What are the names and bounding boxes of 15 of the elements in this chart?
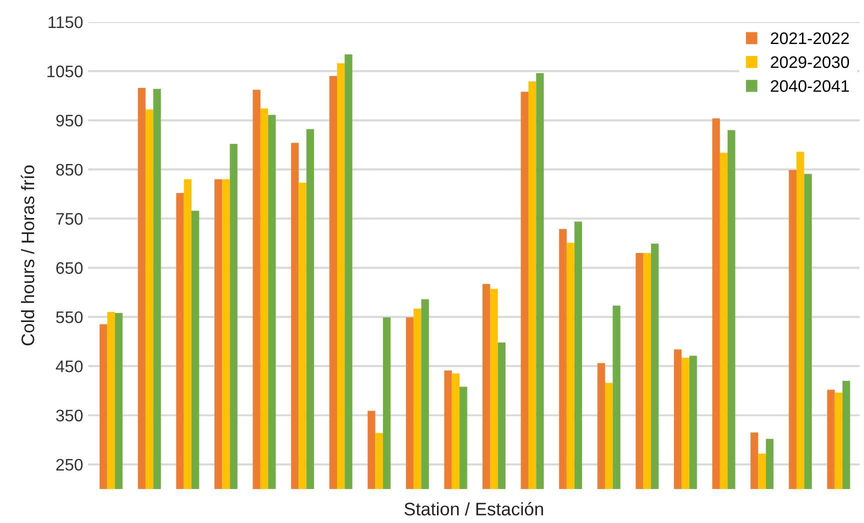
legend-label: 2029-2030 [770,56,850,68]
y-tick-label: 950 [56,114,83,126]
y-tick-label: 450 [56,360,83,372]
y-tick-label: 750 [56,213,83,225]
legend-label: 2040-2041 [770,80,849,92]
y-tick-label: 850 [56,164,83,176]
y-tick-label: 550 [56,311,83,324]
y-tick-label: 250 [56,458,83,471]
y-tick-label: 650 [56,262,83,274]
x-axis-title: Station / Estación [404,502,543,516]
legend-label: 2021-2022 [770,32,849,44]
y-tick-label: 1050 [47,66,83,78]
y-axis-title: Cold hours / Horas frío [20,165,34,346]
y-tick-label: 350 [56,410,83,422]
y-tick-label: 1150 [48,16,83,28]
